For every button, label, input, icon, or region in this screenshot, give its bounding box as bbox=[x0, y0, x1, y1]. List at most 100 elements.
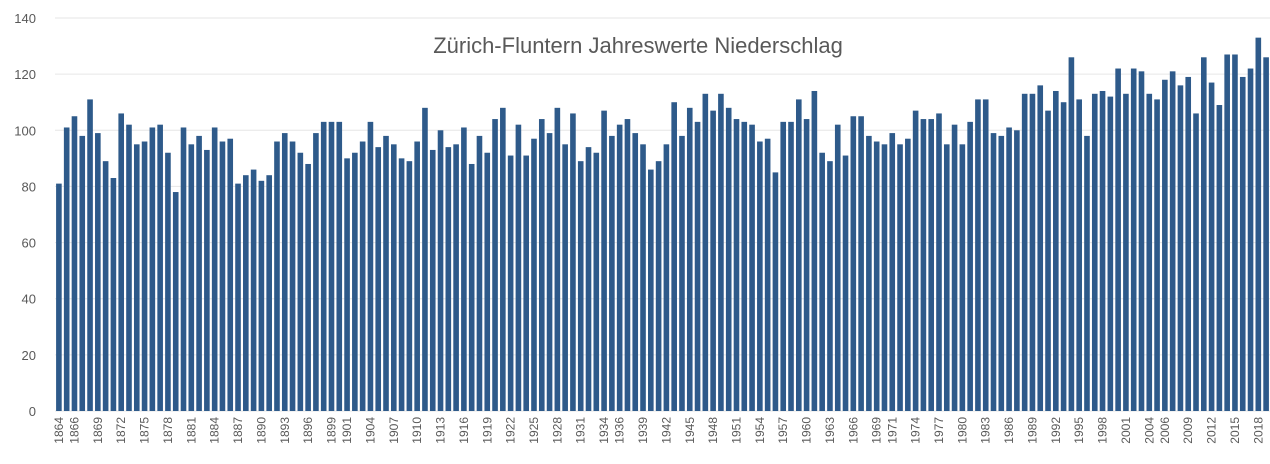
bar bbox=[959, 144, 966, 412]
x-tick-label: 1878 bbox=[161, 417, 175, 444]
x-tick-label: 1983 bbox=[979, 417, 993, 444]
x-tick-label: 1992 bbox=[1049, 417, 1063, 444]
bar bbox=[819, 152, 825, 411]
bar bbox=[943, 144, 950, 412]
bar bbox=[468, 163, 475, 411]
bar bbox=[764, 138, 771, 411]
bar bbox=[1263, 57, 1269, 412]
bar bbox=[616, 124, 623, 412]
x-tick-label: 1931 bbox=[574, 417, 588, 444]
bar bbox=[1216, 105, 1223, 412]
bar bbox=[1154, 99, 1160, 412]
bar bbox=[157, 124, 163, 412]
x-tick-label: 1896 bbox=[301, 417, 315, 444]
bar bbox=[1123, 93, 1129, 412]
bar bbox=[383, 135, 389, 411]
x-tick-label: 1986 bbox=[1002, 417, 1016, 444]
x-tick-label: 1864 bbox=[52, 417, 66, 444]
bar bbox=[554, 107, 561, 411]
x-tick-label: 1945 bbox=[683, 417, 697, 444]
bar bbox=[126, 124, 132, 412]
bar bbox=[118, 113, 125, 411]
bar bbox=[671, 102, 677, 411]
bar bbox=[398, 158, 405, 411]
y-tick-label: 0 bbox=[29, 404, 36, 419]
x-tick-label: 1913 bbox=[434, 417, 448, 444]
x-tick-label: 1974 bbox=[909, 417, 923, 444]
bar bbox=[546, 133, 553, 412]
y-tick-label: 60 bbox=[22, 236, 36, 251]
bar bbox=[266, 175, 272, 411]
x-tick-label: 1893 bbox=[278, 417, 292, 444]
bar bbox=[515, 124, 522, 412]
bar bbox=[531, 138, 537, 411]
x-tick-label: 1934 bbox=[597, 417, 611, 444]
x-tick-label: 1916 bbox=[457, 417, 471, 444]
bar bbox=[523, 155, 530, 411]
bar bbox=[313, 133, 319, 412]
bar bbox=[975, 99, 981, 412]
y-tick-label: 100 bbox=[14, 123, 36, 138]
bar bbox=[624, 119, 631, 412]
y-tick-label: 40 bbox=[22, 292, 36, 307]
bar bbox=[873, 141, 880, 411]
bar bbox=[305, 163, 311, 411]
bar bbox=[881, 144, 888, 412]
bar bbox=[87, 99, 93, 412]
x-tick-label: 1942 bbox=[659, 417, 673, 444]
bar bbox=[772, 172, 779, 411]
bar bbox=[788, 121, 794, 411]
y-tick-label: 120 bbox=[14, 67, 36, 82]
x-tick-label: 1957 bbox=[776, 417, 790, 444]
bar bbox=[1224, 54, 1230, 411]
x-tick-label: 2015 bbox=[1228, 417, 1242, 444]
x-tick-label: 1980 bbox=[955, 417, 969, 444]
bar bbox=[328, 121, 335, 411]
x-tick-label: 2012 bbox=[1205, 417, 1219, 444]
x-tick-label: 1890 bbox=[254, 417, 268, 444]
bar bbox=[165, 152, 171, 411]
bar bbox=[375, 147, 382, 411]
bar bbox=[1177, 85, 1184, 411]
bar bbox=[227, 138, 234, 411]
bar bbox=[71, 116, 78, 411]
x-tick-label: 1989 bbox=[1025, 417, 1039, 444]
bar bbox=[694, 121, 701, 411]
bar bbox=[632, 133, 639, 412]
bar bbox=[196, 135, 202, 411]
bar bbox=[850, 116, 857, 411]
x-tick-label: 1872 bbox=[114, 417, 128, 444]
bar bbox=[492, 119, 498, 412]
bar bbox=[453, 144, 459, 412]
bar bbox=[538, 119, 545, 412]
x-tick-label: 1910 bbox=[410, 417, 424, 444]
bar bbox=[1247, 68, 1254, 412]
bar bbox=[889, 133, 896, 412]
bar bbox=[803, 119, 810, 412]
bar bbox=[1130, 68, 1137, 412]
bar bbox=[211, 127, 218, 411]
bar bbox=[1185, 76, 1192, 411]
chart-title: Zürich-Fluntern Jahreswerte Niederschlag bbox=[433, 33, 843, 58]
bar bbox=[219, 141, 226, 411]
bar bbox=[741, 121, 748, 411]
x-tick-label: 1963 bbox=[823, 417, 837, 444]
bar bbox=[811, 90, 818, 411]
bar bbox=[912, 110, 919, 411]
x-tick-label: 1966 bbox=[846, 417, 860, 444]
bar bbox=[1068, 57, 1075, 412]
x-tick-label: 1901 bbox=[340, 417, 354, 444]
bar bbox=[507, 155, 514, 411]
bar bbox=[795, 99, 802, 412]
x-tick-label: 1922 bbox=[504, 417, 518, 444]
bar bbox=[866, 135, 872, 411]
bar bbox=[281, 133, 288, 412]
bar bbox=[679, 135, 685, 411]
bar bbox=[367, 121, 374, 411]
bar bbox=[149, 127, 156, 411]
bar bbox=[749, 124, 755, 412]
bar bbox=[1239, 76, 1246, 411]
bar bbox=[461, 127, 467, 411]
x-tick-label: 1875 bbox=[138, 417, 152, 444]
x-tick-label: 1998 bbox=[1096, 417, 1110, 444]
